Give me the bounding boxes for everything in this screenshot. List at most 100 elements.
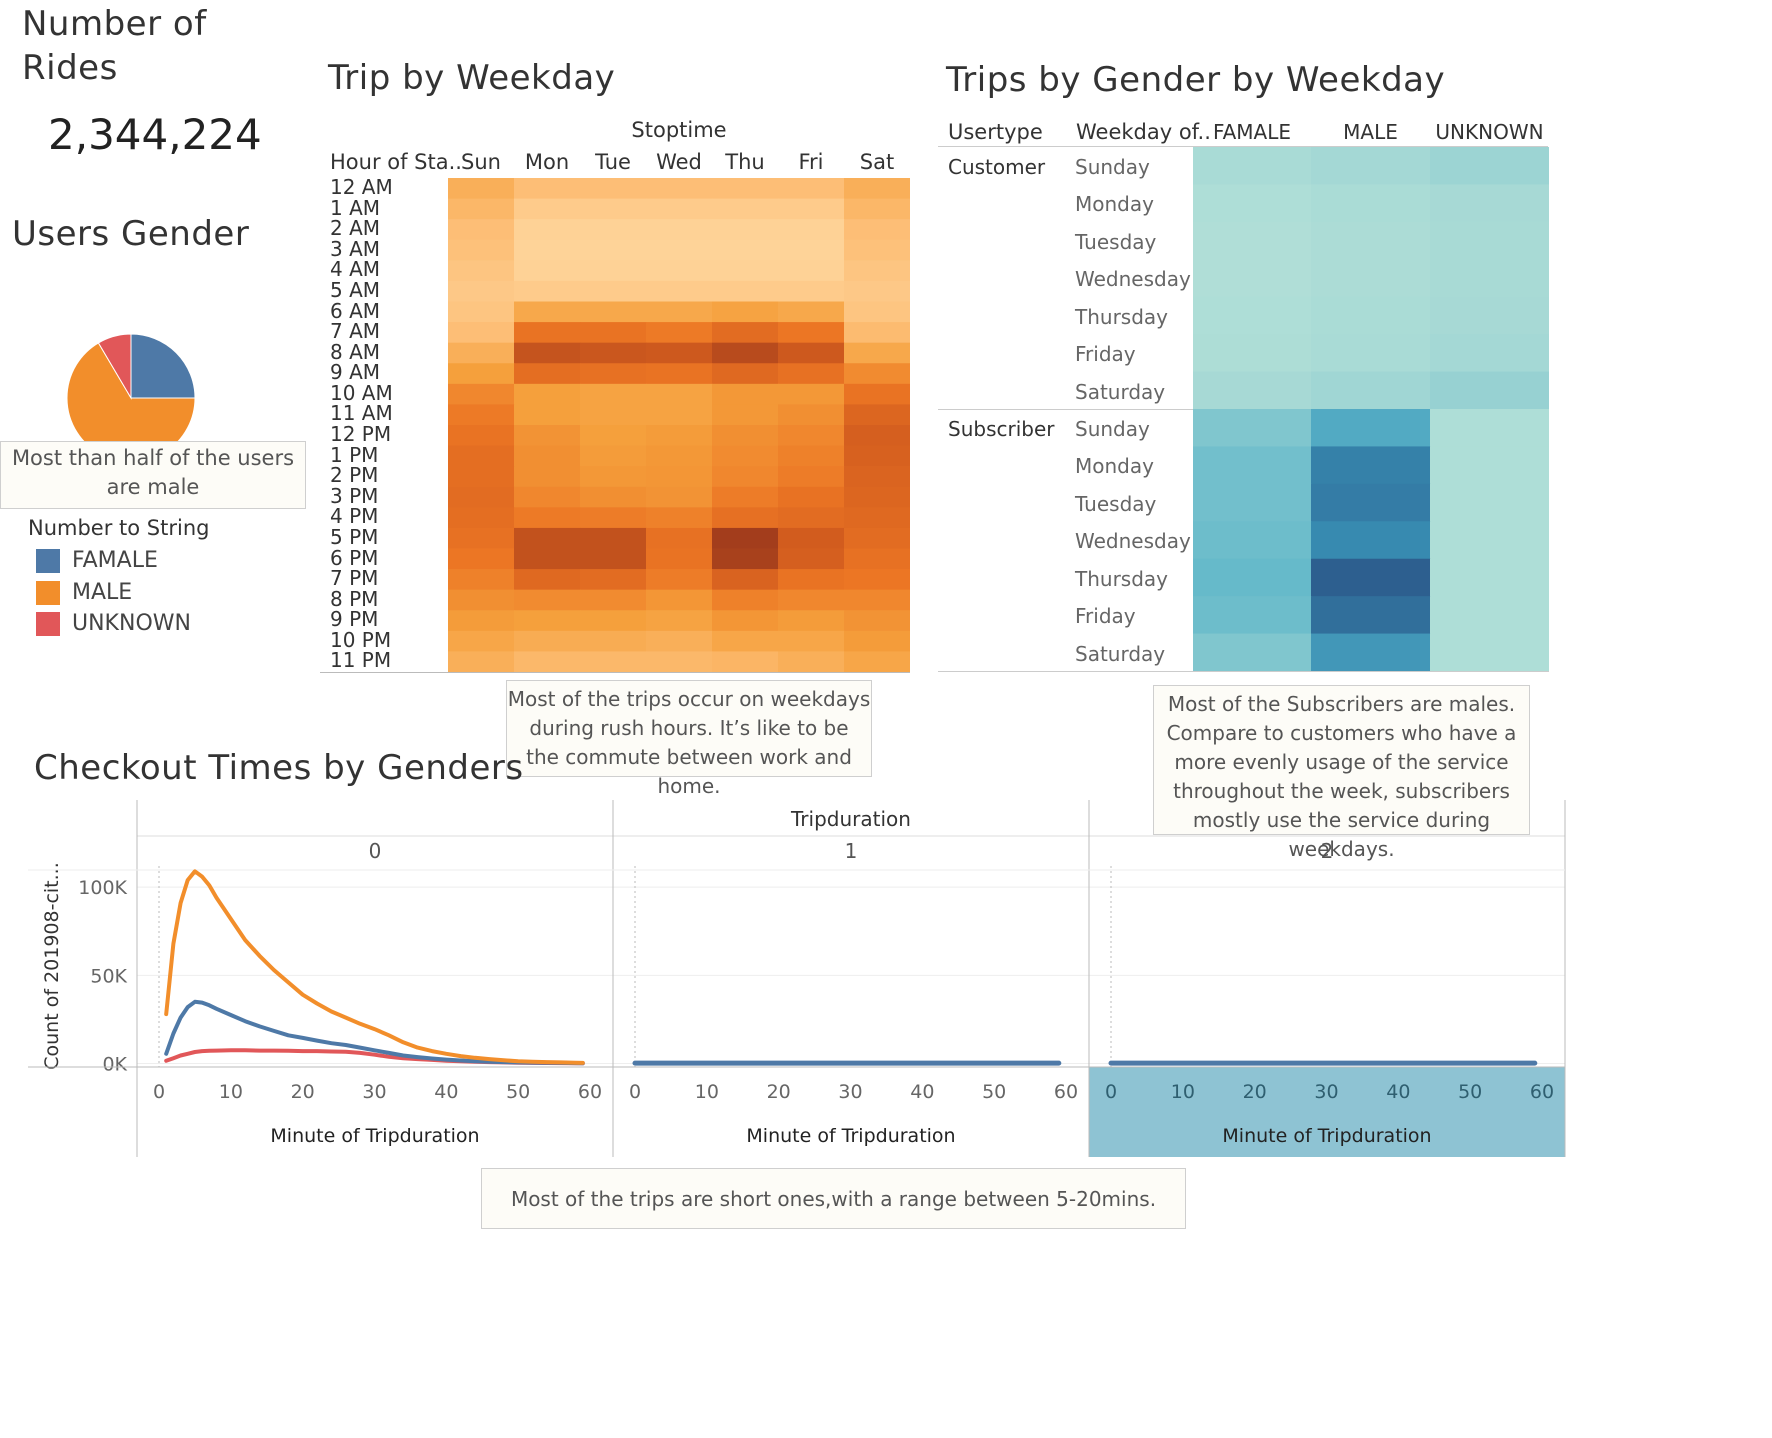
gender-weekday-cell[interactable] — [1193, 558, 1312, 597]
gender-weekday-cell[interactable] — [1430, 521, 1549, 560]
heatmap-cell[interactable] — [646, 589, 713, 611]
heatmap-cell[interactable] — [778, 280, 845, 302]
heatmap-cell[interactable] — [844, 651, 910, 672]
heatmap-cell[interactable] — [448, 589, 515, 611]
gender-weekday-cell[interactable] — [1311, 483, 1431, 522]
heatmap-cell[interactable] — [448, 260, 515, 282]
heatmap-cell[interactable] — [778, 404, 845, 426]
heatmap-cell[interactable] — [778, 548, 845, 570]
checkout-times-line-chart[interactable]: Tripduration 0 1 2 100K 50K 0K Count of 201908-… — [0, 800, 1772, 1160]
heatmap-cell[interactable] — [844, 239, 910, 261]
heatmap-cell[interactable] — [514, 651, 581, 672]
heatmap-cell[interactable] — [712, 589, 779, 611]
heatmap-cell[interactable] — [778, 445, 845, 467]
gender-weekday-cell[interactable] — [1311, 147, 1431, 185]
gender-weekday-cell[interactable] — [1311, 371, 1431, 410]
gender-weekday-cell[interactable] — [1311, 221, 1431, 260]
gender-weekday-cell[interactable] — [1311, 446, 1431, 485]
heatmap-cell[interactable] — [514, 363, 581, 385]
heatmap-cell[interactable] — [712, 404, 779, 426]
heatmap-cell[interactable] — [844, 569, 910, 591]
gender-weekday-cell[interactable] — [1311, 521, 1431, 560]
heatmap-cell[interactable] — [514, 239, 581, 261]
gender-weekday-cell[interactable] — [1430, 633, 1549, 671]
heatmap-cell[interactable] — [778, 507, 845, 529]
heatmap-cell[interactable] — [514, 507, 581, 529]
heatmap-cell[interactable] — [712, 301, 779, 323]
heatmap-cell[interactable] — [646, 322, 713, 344]
heatmap-cell[interactable] — [580, 569, 647, 591]
heatmap-cell[interactable] — [580, 404, 647, 426]
legend-item-male[interactable]: MALE — [36, 580, 132, 605]
heatmap-cell[interactable] — [646, 383, 713, 405]
heatmap-cell[interactable] — [580, 363, 647, 385]
heatmap-cell[interactable] — [712, 322, 779, 344]
gender-weekday-cell[interactable] — [1430, 409, 1549, 447]
gender-weekday-cell[interactable] — [1430, 184, 1549, 223]
heatmap-cell[interactable] — [844, 425, 910, 447]
heatmap-cell[interactable] — [580, 589, 647, 611]
heatmap-cell[interactable] — [580, 260, 647, 282]
heatmap-cell[interactable] — [844, 404, 910, 426]
heatmap-cell[interactable] — [646, 630, 713, 652]
heatmap-cell[interactable] — [514, 630, 581, 652]
heatmap-cell[interactable] — [514, 486, 581, 508]
heatmap-cell[interactable] — [712, 425, 779, 447]
heatmap-cell[interactable] — [514, 178, 581, 200]
heatmap-cell[interactable] — [646, 260, 713, 282]
heatmap-cell[interactable] — [580, 486, 647, 508]
heatmap-cell[interactable] — [844, 219, 910, 241]
heatmap-cell[interactable] — [448, 198, 515, 220]
heatmap-cell[interactable] — [514, 589, 581, 611]
heatmap-cell[interactable] — [646, 548, 713, 570]
heatmap-cell[interactable] — [448, 363, 515, 385]
heatmap-cell[interactable] — [646, 280, 713, 302]
heatmap-cell[interactable] — [514, 301, 581, 323]
heatmap-cell[interactable] — [778, 466, 845, 488]
heatmap-cell[interactable] — [778, 301, 845, 323]
heatmap-cell[interactable] — [778, 589, 845, 611]
heatmap-cell[interactable] — [844, 548, 910, 570]
heatmap-cell[interactable] — [448, 383, 515, 405]
heatmap-cell[interactable] — [580, 322, 647, 344]
heatmap-cell[interactable] — [712, 239, 779, 261]
heatmap-cell[interactable] — [514, 280, 581, 302]
heatmap-cell[interactable] — [448, 527, 515, 549]
heatmap-cell[interactable] — [712, 630, 779, 652]
gender-weekday-cell[interactable] — [1430, 147, 1549, 185]
heatmap-cell[interactable] — [580, 280, 647, 302]
heatmap-cell[interactable] — [646, 178, 713, 200]
heatmap-cell[interactable] — [778, 610, 845, 632]
heatmap-cell[interactable] — [844, 383, 910, 405]
pie-slice-famale[interactable] — [130, 333, 196, 399]
heatmap-cell[interactable] — [778, 260, 845, 282]
gender-weekday-cell[interactable] — [1193, 147, 1312, 185]
gender-weekday-cell[interactable] — [1311, 409, 1431, 447]
heatmap-cell[interactable] — [580, 610, 647, 632]
heatmap-cell[interactable] — [646, 466, 713, 488]
gender-weekday-cell[interactable] — [1430, 596, 1549, 635]
heatmap-cell[interactable] — [712, 548, 779, 570]
heatmap-cell[interactable] — [646, 651, 713, 672]
gender-weekday-cell[interactable] — [1193, 446, 1312, 485]
heatmap-cell[interactable] — [712, 383, 779, 405]
heatmap-cell[interactable] — [448, 280, 515, 302]
heatmap-cell[interactable] — [778, 527, 845, 549]
heatmap-cell[interactable] — [778, 363, 845, 385]
heatmap-cell[interactable] — [580, 383, 647, 405]
heatmap-cell[interactable] — [514, 569, 581, 591]
heatmap-cell[interactable] — [646, 569, 713, 591]
gender-weekday-cell[interactable] — [1311, 596, 1431, 635]
heatmap-cell[interactable] — [580, 301, 647, 323]
legend-item-unknown[interactable]: UNKNOWN — [36, 611, 191, 636]
heatmap-cell[interactable] — [646, 198, 713, 220]
heatmap-cell[interactable] — [844, 630, 910, 652]
heatmap-cell[interactable] — [448, 548, 515, 570]
heatmap-cell[interactable] — [778, 239, 845, 261]
heatmap-cell[interactable] — [844, 301, 910, 323]
heatmap-cell[interactable] — [514, 425, 581, 447]
heatmap-cell[interactable] — [580, 219, 647, 241]
heatmap-cell[interactable] — [646, 425, 713, 447]
heatmap-cell[interactable] — [778, 178, 845, 200]
heatmap-cell[interactable] — [778, 569, 845, 591]
